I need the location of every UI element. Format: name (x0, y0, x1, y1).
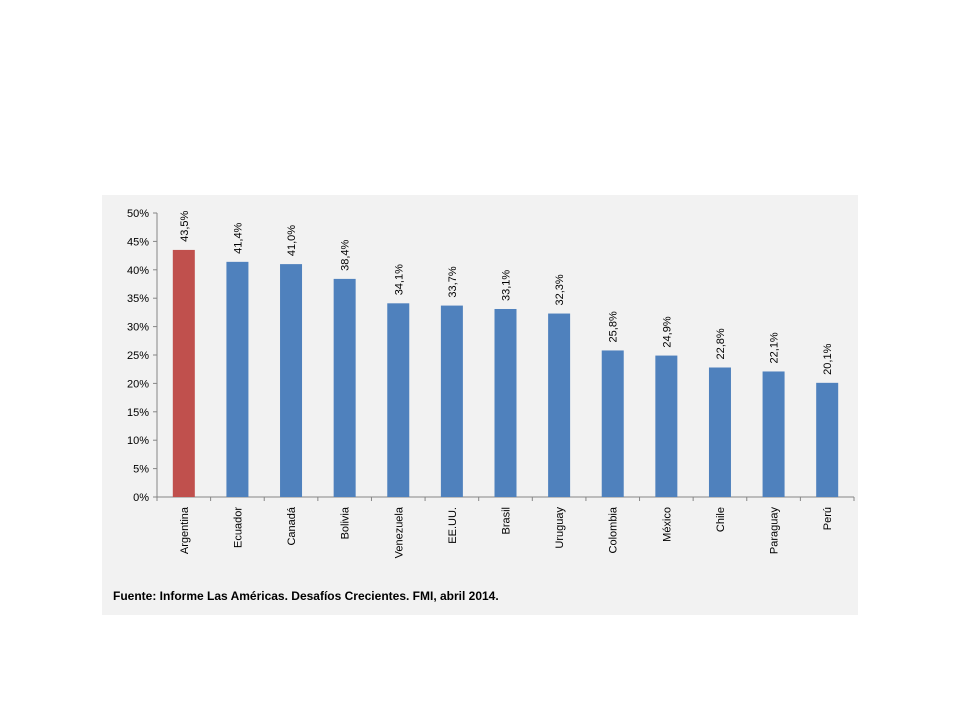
category-label: Perú (822, 507, 834, 530)
data-label: 41,4% (232, 222, 244, 253)
bar-paraguay (762, 371, 785, 497)
data-label: 25,8% (608, 311, 620, 342)
category-label: Canadá (286, 506, 298, 545)
data-label: 38,4% (340, 239, 352, 270)
bar-brasil (494, 308, 517, 497)
bar-chart: 0% 5% 10% 15% 20% 25% 30% 35% 40% 45% 50% 43,5% Arge… (127, 208, 855, 558)
category-label: Colombia (608, 506, 620, 553)
y-tick-label: 35% (127, 293, 149, 305)
bar-venezuela (387, 303, 410, 497)
data-label: 33,1% (501, 270, 513, 301)
data-label: 22,8% (715, 328, 727, 359)
category-label: Argentina (179, 506, 191, 554)
category-label: Ecuador (232, 507, 244, 548)
category-label: Bolivia (340, 506, 352, 539)
data-label: 22,1% (769, 332, 781, 363)
category-label: Paraguay (769, 507, 781, 555)
y-tick-label: 15% (127, 407, 149, 419)
y-tick-label: 50% (127, 208, 149, 220)
y-tick-label: 5% (133, 464, 149, 476)
category-label: Brasil (501, 507, 513, 535)
bar-argentina (172, 249, 195, 497)
bar-uruguay (548, 313, 571, 497)
bar-ecuador (226, 261, 249, 497)
category-label: Uruguay (554, 507, 566, 549)
data-label: 24,9% (661, 316, 673, 347)
data-label: 43,5% (179, 211, 191, 242)
bar-ee-uu- (440, 305, 463, 497)
bar-m-xico (655, 355, 678, 497)
data-label: 32,3% (554, 274, 566, 305)
data-label: 20,1% (822, 343, 834, 374)
y-tick-label: 20% (127, 378, 149, 390)
source-note: Fuente: Informe Las Américas. Desafíos C… (113, 589, 499, 603)
bar-per- (816, 382, 839, 497)
bar-canad- (280, 264, 303, 497)
category-label: EE.UU. (447, 507, 459, 544)
category-label: Venezuela (393, 506, 405, 558)
y-tick-label: 10% (127, 435, 149, 447)
data-label: 41,0% (286, 225, 298, 256)
category-label: Chile (715, 507, 727, 532)
bar-bolivia (333, 278, 356, 497)
y-tick-label: 0% (133, 492, 149, 504)
bar-chile (708, 367, 731, 497)
bar-colombia (601, 350, 624, 497)
y-tick-label: 45% (127, 236, 149, 248)
data-label: 33,7% (447, 266, 459, 297)
y-tick-label: 30% (127, 322, 149, 334)
chart-panel: 0% 5% 10% 15% 20% 25% 30% 35% 40% 45% 50% 43,5% Arge… (102, 195, 858, 615)
y-tick-label: 40% (127, 265, 149, 277)
data-label: 34,1% (393, 264, 405, 295)
category-label: México (661, 507, 673, 542)
y-tick-label: 25% (127, 350, 149, 362)
